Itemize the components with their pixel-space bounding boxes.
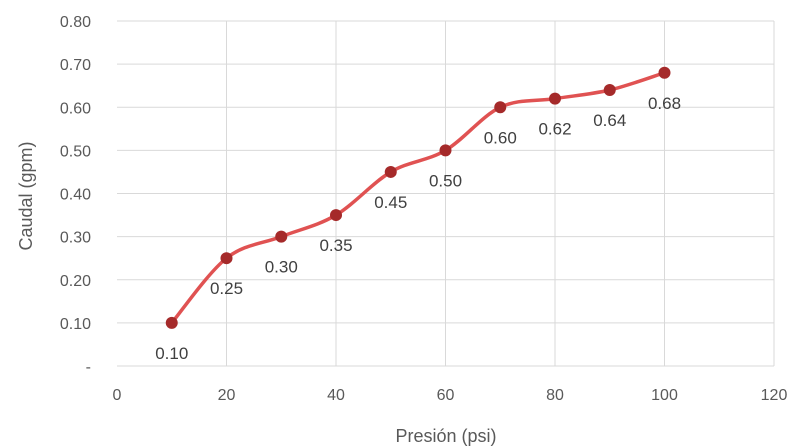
x-tick-label: 20 [218,387,236,404]
x-axis-title: Presión (psi) [395,426,496,446]
x-tick-labels: 0 20 40 60 80 100 120 [113,387,788,404]
x-tick-label: 120 [761,387,788,404]
x-tick-label: 40 [327,387,345,404]
y-tick-label: 0.60 [60,100,91,117]
data-label: 0.50 [429,171,462,190]
y-tick-label: 0.80 [60,14,91,31]
x-tick-label: 60 [437,387,455,404]
data-point-marker [549,92,561,105]
data-point-marker [439,144,452,157]
y-tick-labels: - 0.10 0.20 0.30 0.40 0.50 0.60 0.70 0.80 [60,14,91,376]
data-point-marker [165,316,178,329]
data-point-marker [330,209,342,222]
data-label: 0.25 [210,279,243,298]
data-labels: 0.10 0.25 0.30 0.35 0.45 0.50 0.60 0.62 0.64 0.68 [155,94,681,363]
series-line [170,71,667,325]
data-points [165,66,671,329]
data-label: 0.62 [538,120,571,139]
data-point-marker [658,66,671,79]
y-tick-label: 0.30 [60,230,91,247]
data-label: 0.45 [374,193,407,212]
data-label: 0.60 [484,128,517,147]
data-point-marker [384,165,397,178]
data-label: 0.64 [593,111,626,130]
x-tick-label: 100 [651,387,678,404]
y-tick-label: 0.40 [60,187,91,204]
x-tick-label: 0 [113,387,122,404]
y-tick-label: 0.70 [60,57,91,74]
x-tick-label: 80 [546,387,564,404]
data-point-marker [603,84,616,96]
data-label: 0.35 [319,236,352,255]
y-tick-label: 0.20 [60,273,91,290]
data-point-marker [275,230,288,243]
data-point-marker [494,101,507,114]
data-label: 0.30 [265,258,298,277]
data-point-marker [220,252,233,265]
y-tick-label: 0.50 [60,143,91,160]
y-axis-title: Caudal (gpm) [16,141,36,250]
data-label: 0.68 [648,94,681,113]
data-label: 0.10 [155,344,188,363]
y-tick-label: 0.10 [60,316,91,333]
gridlines [117,20,775,367]
y-tick-label: - [86,359,91,376]
